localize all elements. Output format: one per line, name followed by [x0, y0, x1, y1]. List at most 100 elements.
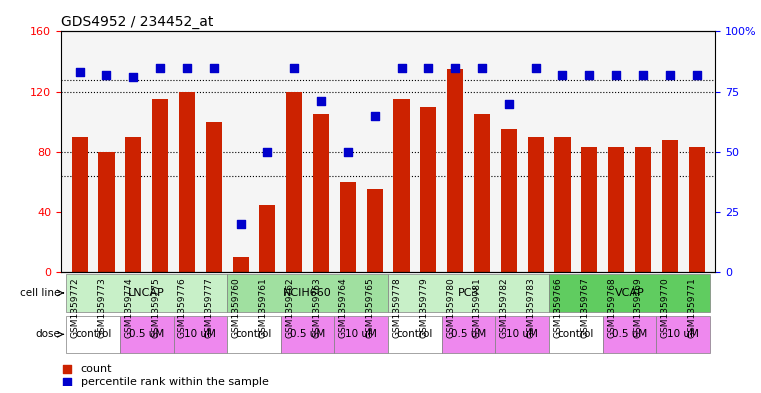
Point: [422, 64, 435, 71]
FancyBboxPatch shape: [66, 274, 228, 312]
Text: GSM1359768: GSM1359768: [607, 277, 616, 338]
Bar: [420, 107, 436, 272]
Text: percentile rank within the sample: percentile rank within the sample: [81, 377, 269, 387]
FancyBboxPatch shape: [228, 274, 388, 312]
FancyBboxPatch shape: [656, 316, 710, 353]
Bar: [447, 69, 463, 272]
Bar: [662, 140, 678, 272]
Text: GSM1359760: GSM1359760: [231, 277, 240, 338]
Text: GSM1359782: GSM1359782: [500, 277, 509, 338]
Text: 0.5 uM: 0.5 uM: [290, 329, 325, 339]
Bar: [260, 204, 275, 272]
Point: [368, 112, 380, 119]
FancyBboxPatch shape: [603, 316, 656, 353]
Point: [208, 64, 220, 71]
Text: GSM1359770: GSM1359770: [661, 277, 670, 338]
Text: 10 uM: 10 uM: [667, 329, 699, 339]
Point: [100, 72, 113, 78]
Text: GDS4952 / 234452_at: GDS4952 / 234452_at: [61, 15, 213, 29]
Bar: [205, 122, 221, 272]
Text: 0.5 uM: 0.5 uM: [129, 329, 164, 339]
Text: GSM1359781: GSM1359781: [473, 277, 482, 338]
Text: control: control: [75, 329, 111, 339]
FancyBboxPatch shape: [388, 274, 549, 312]
Point: [288, 64, 301, 71]
Text: GSM1359766: GSM1359766: [553, 277, 562, 338]
Text: cell line: cell line: [20, 288, 60, 298]
FancyBboxPatch shape: [549, 274, 710, 312]
Text: GSM1359771: GSM1359771: [688, 277, 696, 338]
Bar: [340, 182, 356, 272]
Point: [610, 72, 622, 78]
Bar: [152, 99, 168, 272]
FancyBboxPatch shape: [495, 316, 549, 353]
Point: [154, 64, 166, 71]
Bar: [233, 257, 249, 272]
Text: GSM1359764: GSM1359764: [339, 277, 348, 338]
Text: PC3: PC3: [458, 288, 479, 298]
Text: GSM1359772: GSM1359772: [71, 277, 80, 338]
Bar: [286, 92, 302, 272]
Bar: [72, 137, 88, 272]
Text: 0.5 uM: 0.5 uM: [451, 329, 486, 339]
Bar: [98, 152, 114, 272]
Bar: [581, 147, 597, 272]
Text: count: count: [81, 364, 112, 374]
Point: [503, 101, 515, 107]
Point: [441, 217, 454, 223]
Text: control: control: [236, 329, 272, 339]
Point: [556, 72, 568, 78]
Bar: [367, 189, 383, 272]
Point: [583, 72, 595, 78]
Point: [530, 64, 542, 71]
Point: [476, 64, 488, 71]
Bar: [179, 92, 195, 272]
Text: GSM1359767: GSM1359767: [581, 277, 589, 338]
Text: GSM1359773: GSM1359773: [97, 277, 107, 338]
Bar: [313, 114, 329, 272]
FancyBboxPatch shape: [66, 316, 120, 353]
Point: [449, 64, 461, 71]
Text: 0.5 uM: 0.5 uM: [612, 329, 647, 339]
Point: [234, 221, 247, 227]
Point: [441, 340, 454, 346]
Point: [396, 64, 408, 71]
Text: GSM1359777: GSM1359777: [205, 277, 214, 338]
Bar: [501, 129, 517, 272]
Text: control: control: [558, 329, 594, 339]
Text: 10 uM: 10 uM: [345, 329, 377, 339]
Point: [690, 72, 702, 78]
Text: GSM1359783: GSM1359783: [527, 277, 536, 338]
Text: GSM1359769: GSM1359769: [634, 277, 643, 338]
Point: [664, 72, 676, 78]
FancyBboxPatch shape: [174, 316, 228, 353]
FancyBboxPatch shape: [228, 316, 281, 353]
Text: NCIH660: NCIH660: [283, 288, 332, 298]
Point: [261, 149, 273, 155]
Text: GSM1359779: GSM1359779: [419, 277, 428, 338]
FancyBboxPatch shape: [281, 316, 335, 353]
Point: [74, 69, 86, 75]
Bar: [527, 137, 543, 272]
Text: GSM1359762: GSM1359762: [285, 277, 295, 338]
Text: 10 uM: 10 uM: [184, 329, 216, 339]
FancyBboxPatch shape: [120, 316, 174, 353]
Bar: [126, 137, 142, 272]
Bar: [689, 147, 705, 272]
Point: [342, 149, 354, 155]
Text: GSM1359761: GSM1359761: [259, 277, 267, 338]
Bar: [393, 99, 409, 272]
Point: [315, 98, 327, 105]
Bar: [474, 114, 490, 272]
FancyBboxPatch shape: [388, 316, 441, 353]
Bar: [555, 137, 571, 272]
Text: GSM1359776: GSM1359776: [178, 277, 187, 338]
Text: control: control: [396, 329, 433, 339]
Text: GSM1359778: GSM1359778: [393, 277, 402, 338]
FancyBboxPatch shape: [441, 316, 495, 353]
Text: GSM1359774: GSM1359774: [124, 277, 133, 338]
Text: VCAP: VCAP: [615, 288, 645, 298]
Point: [127, 74, 139, 80]
Text: dose: dose: [36, 329, 60, 339]
FancyBboxPatch shape: [549, 316, 603, 353]
